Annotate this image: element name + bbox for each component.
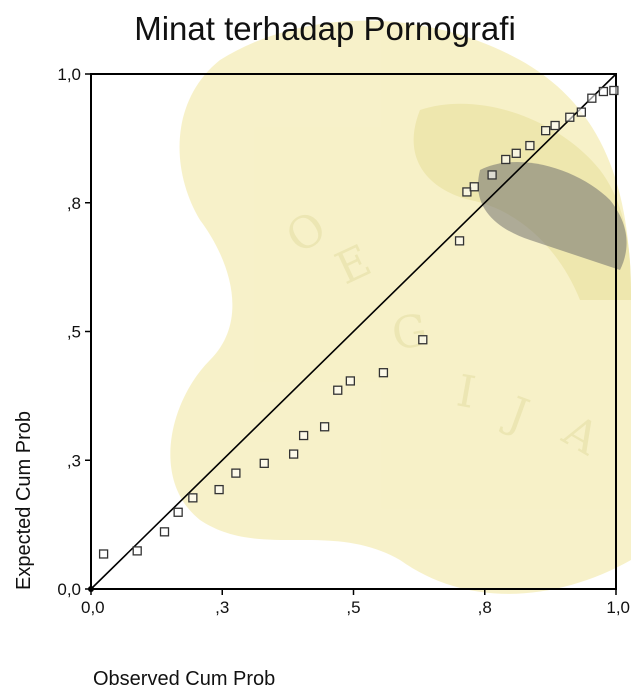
data-point [418,335,428,345]
y-tick-label: ,8 [67,194,81,213]
watermark-inner-shape [413,103,631,300]
data-point [98,549,109,559]
x-tick-label: ,3 [215,598,229,617]
data-points [88,85,619,592]
x-axis-ticks: 0,0 ,3 ,5 ,8 1,0 [81,589,630,617]
data-point [501,154,511,165]
x-tick-label: 0,0 [81,598,105,617]
reference-line [90,73,617,590]
origin-marker [88,586,94,592]
data-point [462,187,472,197]
data-point [298,430,309,441]
data-point [214,484,224,495]
watermark-logo: O E G I J A [170,20,631,594]
data-point [550,120,560,131]
data-point [231,468,241,478]
data-point [188,493,198,503]
watermark-dark-patch [478,161,627,270]
data-point [378,368,389,378]
x-tick-label: ,5 [346,598,360,617]
data-point [598,86,609,97]
data-point [333,385,343,395]
data-point [587,93,597,103]
data-point [159,527,170,537]
y-tick-label: ,3 [67,451,81,470]
x-axis-label: Observed Cum Prob [93,668,275,689]
x-tick-label: 1,0 [606,598,630,617]
data-point [609,85,619,96]
data-point [288,449,299,459]
data-point [525,140,535,151]
y-tick-label: 0,0 [57,580,81,599]
y-axis-label: Expected Cum Prob [13,411,35,590]
y-tick-label: ,5 [67,323,81,342]
data-point [319,422,330,432]
y-tick-label: 1,0 [57,65,81,84]
data-point [469,182,479,192]
data-point [454,236,465,246]
data-point [511,148,521,158]
data-point [173,507,183,517]
chart-title: Minat terhadap Pornografi [134,10,516,47]
y-axis-ticks: 0,0 ,3 ,5 ,8 1,0 [57,65,91,599]
data-point [541,126,551,136]
data-point [565,112,575,122]
watermark-shape [170,20,631,594]
data-point [132,546,142,556]
watermark-letter: G [388,305,431,361]
data-point [345,376,356,386]
x-tick-label: ,8 [478,598,492,617]
data-point [576,107,586,117]
data-point [487,170,497,180]
data-point [259,458,269,468]
